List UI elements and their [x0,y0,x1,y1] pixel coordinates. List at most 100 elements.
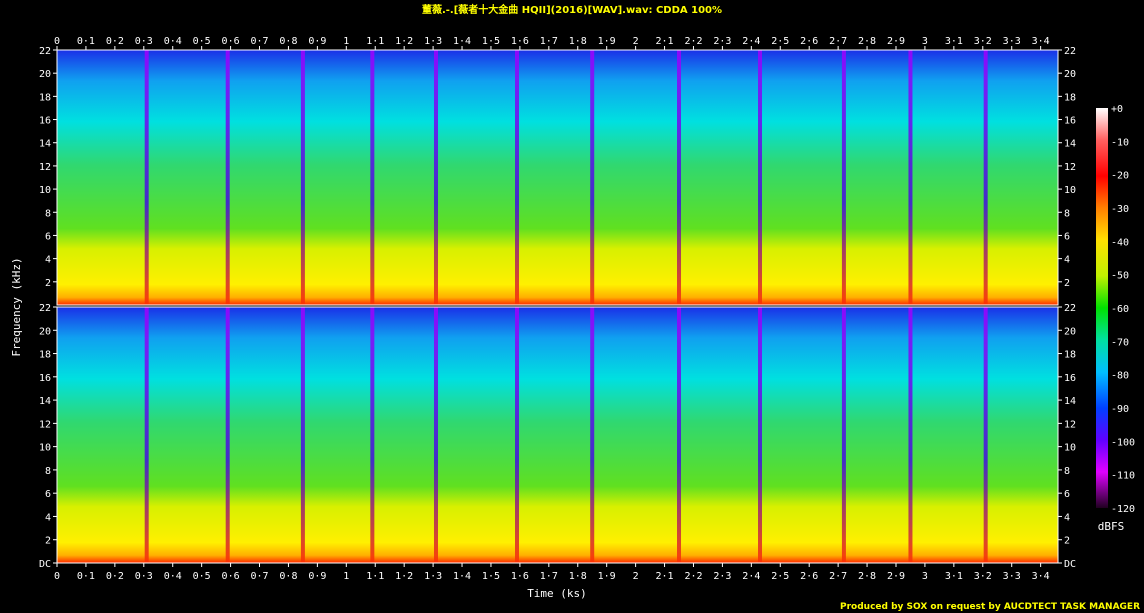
x-tick-label: 0·7 [250,36,268,47]
y-tick-label: 2 [1064,278,1070,289]
track-boundary [677,50,682,305]
colorbar-tick-label: -30 [1111,204,1129,215]
y-tick-label: 4 [1064,255,1070,266]
x-tick-label: 0·7 [250,571,268,582]
track-boundary [370,307,375,563]
x-tick-label: 1·4 [453,36,471,47]
x-tick-label: 3 [922,571,928,582]
x-tick-label: 2·2 [684,571,702,582]
y-tick-label: 20 [1064,69,1076,80]
x-tick-label: 2·4 [742,571,760,582]
y-tick-label: 6 [1064,489,1070,500]
x-tick-label: 2·8 [858,36,876,47]
x-tick-label: 2·5 [771,571,789,582]
track-boundary [758,50,763,305]
y-tick-label: 22 [1064,46,1076,57]
colorbar-tick-label: -40 [1111,237,1129,248]
y-tick-label: 22 [39,303,51,314]
x-axis-label: Time (ks) [527,587,587,600]
x-tick-label: 0 [54,36,60,47]
colorbar-tick-label: -10 [1111,137,1129,148]
x-tick-label: 2·1 [656,571,674,582]
x-tick-label: 2·4 [742,36,760,47]
x-tick-label: 0·4 [164,571,182,582]
track-boundary [908,307,913,563]
x-tick-label: 1·8 [569,36,587,47]
x-tick-label: 1·8 [569,571,587,582]
y-tick-label: 16 [39,116,51,127]
x-tick-label: 1·1 [366,36,384,47]
track-boundary [841,50,846,305]
colorbar-tick-label: -110 [1111,471,1135,482]
track-boundary [677,307,682,563]
track-boundary [590,307,595,563]
y-tick-label: 12 [1064,419,1076,430]
x-tick-label: 0·2 [106,36,124,47]
y-tick-label: 14 [39,396,51,407]
track-boundary [144,307,149,563]
x-tick-label: 1·3 [424,571,442,582]
x-tick-label: 0·9 [308,571,326,582]
x-tick-label: 1·6 [511,36,529,47]
y-tick-label: 8 [45,466,51,477]
x-tick-label: 3·3 [1003,571,1021,582]
x-tick-label: 1·6 [511,571,529,582]
x-tick-label: 2·3 [713,571,731,582]
x-tick-label: 2·6 [800,571,818,582]
y-tick-label: 12 [1064,162,1076,173]
colorbar-tick-label: +0 [1111,104,1123,115]
y-tick-label: 8 [45,208,51,219]
track-boundary [983,50,988,305]
y-tick-label: 4 [45,255,51,266]
track-boundary [225,50,230,305]
y-tick-label: 2 [1064,536,1070,547]
x-tick-label: 1 [343,36,349,47]
track-boundary [300,307,305,563]
y-tick-label: 6 [45,231,51,242]
colorbar [1096,108,1108,508]
x-tick-label: 2 [633,571,639,582]
track-boundary [908,50,913,305]
colorbar-tick-label: -90 [1111,404,1129,415]
x-tick-label: 3·1 [945,571,963,582]
track-boundary [590,50,595,305]
y-tick-label: 6 [45,489,51,500]
track-boundary [433,307,438,563]
y-tick-label: 14 [1064,396,1076,407]
x-tick-label: 1·7 [540,571,558,582]
track-boundary [514,50,519,305]
y-tick-label: 14 [1064,139,1076,150]
x-tick-label: 2·3 [713,36,731,47]
x-tick-label: 0·6 [222,571,240,582]
y-tick-label: 16 [1064,116,1076,127]
y-tick-label: 20 [1064,326,1076,337]
track-boundary [514,307,519,563]
track-boundary [370,50,375,305]
y-tick-label: 18 [39,350,51,361]
y-tick-label: 6 [1064,231,1070,242]
y-tick-label: 18 [1064,350,1076,361]
x-tick-label: 1·9 [598,36,616,47]
y-tick-label: 20 [39,326,51,337]
colorbar-tick-label: -120 [1111,504,1135,515]
y-axis-label: Frequency (kHz) [10,257,23,356]
x-tick-label: 1·1 [366,571,384,582]
y-tick-label: 18 [1064,92,1076,103]
track-boundary [225,307,230,563]
x-tick-label: 3·4 [1032,36,1050,47]
y-tick-label: 16 [39,373,51,384]
x-tick-label: 0·6 [222,36,240,47]
x-tick-label: 2 [633,36,639,47]
spectrogram-plane [57,50,1058,305]
y-tick-label: 20 [39,69,51,80]
spectrogram-plane [57,307,1058,563]
x-tick-label: 2·1 [656,36,674,47]
x-tick-label: 1·7 [540,36,558,47]
y-tick-label: DC [1064,559,1076,570]
y-tick-label: 4 [1064,512,1070,523]
x-tick-label: 0·5 [193,571,211,582]
y-tick-label: 10 [39,185,51,196]
plot-frame [56,306,1059,564]
x-tick-label: 2·8 [858,571,876,582]
